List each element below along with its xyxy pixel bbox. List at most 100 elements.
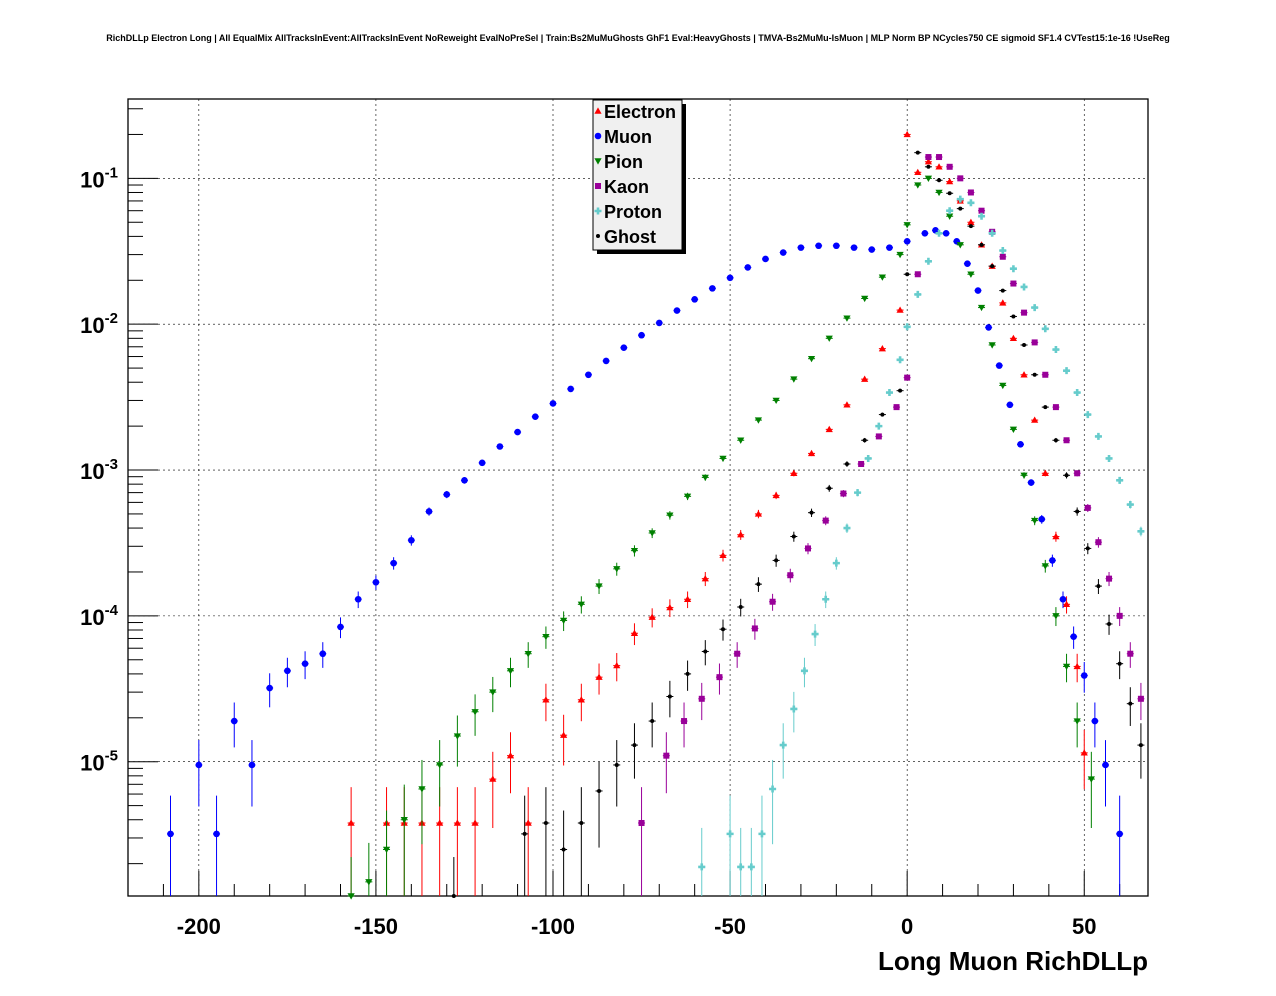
data-point bbox=[719, 455, 727, 463]
data-point bbox=[822, 517, 829, 524]
data-point bbox=[347, 819, 355, 826]
y-tick-label: 10-3 bbox=[80, 456, 118, 484]
y-tick-label: 10-4 bbox=[80, 602, 118, 630]
data-point bbox=[666, 603, 674, 611]
data-point bbox=[663, 752, 670, 759]
data-point bbox=[774, 558, 779, 563]
data-point bbox=[726, 274, 734, 282]
data-point bbox=[542, 633, 550, 641]
data-point bbox=[825, 425, 833, 433]
data-point bbox=[579, 820, 584, 825]
data-point bbox=[914, 290, 922, 298]
data-point bbox=[935, 189, 943, 197]
data-point bbox=[408, 536, 415, 544]
data-point bbox=[1116, 476, 1124, 484]
data-point bbox=[1091, 717, 1099, 725]
data-point bbox=[685, 671, 690, 676]
x-axis-title: Long Muon RichDLLp bbox=[878, 946, 1148, 976]
data-point bbox=[709, 285, 716, 292]
data-point bbox=[1027, 479, 1035, 486]
data-point bbox=[896, 356, 904, 364]
data-point bbox=[995, 362, 1003, 369]
data-point bbox=[524, 651, 532, 658]
data-point bbox=[1073, 389, 1081, 397]
data-point bbox=[807, 355, 816, 363]
data-point bbox=[597, 788, 602, 793]
data-point bbox=[514, 428, 521, 436]
data-point bbox=[936, 154, 943, 161]
data-point bbox=[769, 785, 777, 793]
data-point bbox=[875, 422, 883, 430]
data-point bbox=[365, 879, 373, 886]
legend-entry-ghost: Ghost bbox=[596, 227, 656, 247]
data-point bbox=[957, 175, 964, 182]
data-point bbox=[904, 374, 911, 381]
data-point bbox=[451, 894, 456, 898]
data-point bbox=[1038, 515, 1046, 523]
data-point bbox=[613, 662, 621, 669]
data-point bbox=[167, 830, 174, 838]
data-point bbox=[1080, 749, 1088, 756]
data-point bbox=[524, 819, 532, 826]
data-point bbox=[1020, 472, 1028, 479]
legend-label: Proton bbox=[604, 202, 662, 222]
y-tick-label: 10-2 bbox=[80, 310, 118, 338]
data-point bbox=[751, 625, 758, 632]
legend-entry-muon: Muon bbox=[594, 127, 652, 147]
data-point bbox=[701, 474, 709, 482]
data-point bbox=[638, 819, 645, 826]
data-point bbox=[999, 299, 1007, 306]
data-point bbox=[522, 831, 527, 836]
data-point bbox=[758, 830, 766, 838]
data-point bbox=[1021, 309, 1028, 316]
data-point bbox=[974, 287, 982, 294]
data-point bbox=[1062, 600, 1071, 608]
data-point bbox=[594, 158, 602, 165]
data-point bbox=[988, 229, 996, 237]
data-point bbox=[1020, 283, 1028, 291]
data-point bbox=[807, 449, 816, 457]
data-point bbox=[935, 163, 943, 170]
data-point bbox=[613, 566, 621, 573]
data-point bbox=[738, 605, 743, 610]
data-point bbox=[683, 493, 692, 500]
data-point bbox=[978, 212, 986, 220]
data-point bbox=[1042, 371, 1049, 378]
data-point bbox=[1062, 663, 1071, 671]
data-point bbox=[827, 486, 832, 491]
legend-label: Kaon bbox=[604, 177, 649, 197]
data-point bbox=[800, 667, 808, 675]
data-point bbox=[862, 438, 867, 443]
data-point bbox=[560, 617, 568, 625]
data-point bbox=[779, 249, 787, 256]
data-point bbox=[772, 397, 780, 405]
y-tick-exponent: -1 bbox=[105, 164, 118, 181]
data-point bbox=[1084, 411, 1092, 419]
data-point bbox=[602, 357, 610, 365]
data-point bbox=[861, 375, 869, 382]
data-point bbox=[577, 696, 585, 703]
y-tick-base: 10 bbox=[80, 167, 104, 192]
y-tick-label: 10-5 bbox=[80, 748, 118, 776]
data-point bbox=[531, 413, 539, 421]
data-point bbox=[811, 630, 819, 638]
data-point bbox=[1052, 613, 1060, 620]
data-point bbox=[868, 246, 876, 253]
data-point bbox=[825, 335, 833, 342]
data-point bbox=[805, 545, 811, 552]
y-tick-base: 10 bbox=[80, 605, 104, 630]
data-point bbox=[905, 272, 910, 277]
data-point bbox=[985, 324, 992, 331]
data-point bbox=[942, 229, 950, 237]
data-point bbox=[914, 271, 921, 278]
legend-entry-pion: Pion bbox=[594, 152, 643, 172]
data-point bbox=[967, 199, 975, 207]
data-point bbox=[946, 177, 954, 185]
data-point bbox=[347, 893, 355, 900]
data-point bbox=[967, 218, 975, 225]
legend: Electron Muon Pion Kaon Proton Ghost bbox=[592, 99, 686, 254]
data-point bbox=[436, 762, 444, 769]
data-point bbox=[489, 689, 497, 696]
data-point bbox=[1075, 509, 1080, 514]
series-kaon bbox=[638, 154, 1145, 896]
